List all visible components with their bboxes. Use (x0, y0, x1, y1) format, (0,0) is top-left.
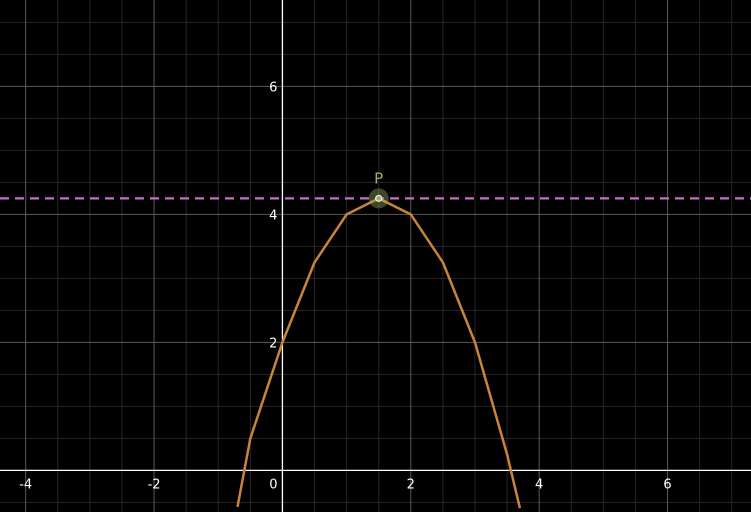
tick-labels: -4 -2 0 2 4 6 2 4 6 (19, 80, 672, 492)
x-tick-label: 6 (663, 477, 671, 492)
point-marker (375, 194, 383, 202)
x-tick-label: -4 (19, 477, 32, 492)
y-tick-label: 4 (269, 208, 277, 223)
x-tick-label: 2 (407, 477, 415, 492)
x-tick-label: -2 (148, 477, 161, 492)
x-tick-label: 0 (269, 477, 277, 492)
y-tick-label: 6 (269, 80, 277, 95)
y-tick-label: 2 (269, 336, 277, 351)
x-tick-label: 4 (535, 477, 543, 492)
plot-area: P (0, 169, 751, 509)
point-label: P (374, 169, 383, 187)
